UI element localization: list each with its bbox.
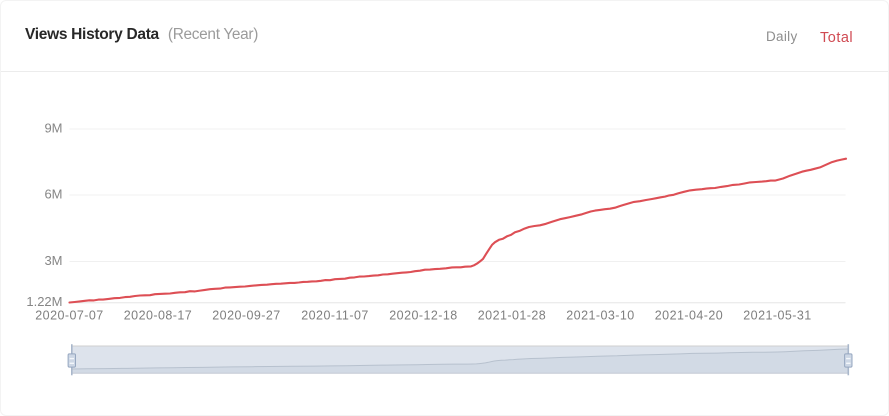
svg-text:3M: 3M [44,253,62,268]
svg-text:2021-05-31: 2021-05-31 [743,309,811,323]
svg-text:9M: 9M [44,120,62,135]
svg-text:1.22M: 1.22M [26,294,62,309]
svg-text:2020-11-07: 2020-11-07 [301,309,369,323]
svg-text:6M: 6M [44,186,62,201]
svg-text:2021-04-20: 2021-04-20 [655,309,723,323]
svg-text:2020-07-07: 2020-07-07 [35,309,103,323]
svg-text:2020-12-18: 2020-12-18 [389,309,457,323]
svg-text:2021-01-28: 2021-01-28 [478,309,546,323]
svg-text:2020-08-17: 2020-08-17 [124,309,192,323]
svg-text:2020-09-27: 2020-09-27 [212,309,280,323]
svg-text:2021-03-10: 2021-03-10 [566,309,634,323]
